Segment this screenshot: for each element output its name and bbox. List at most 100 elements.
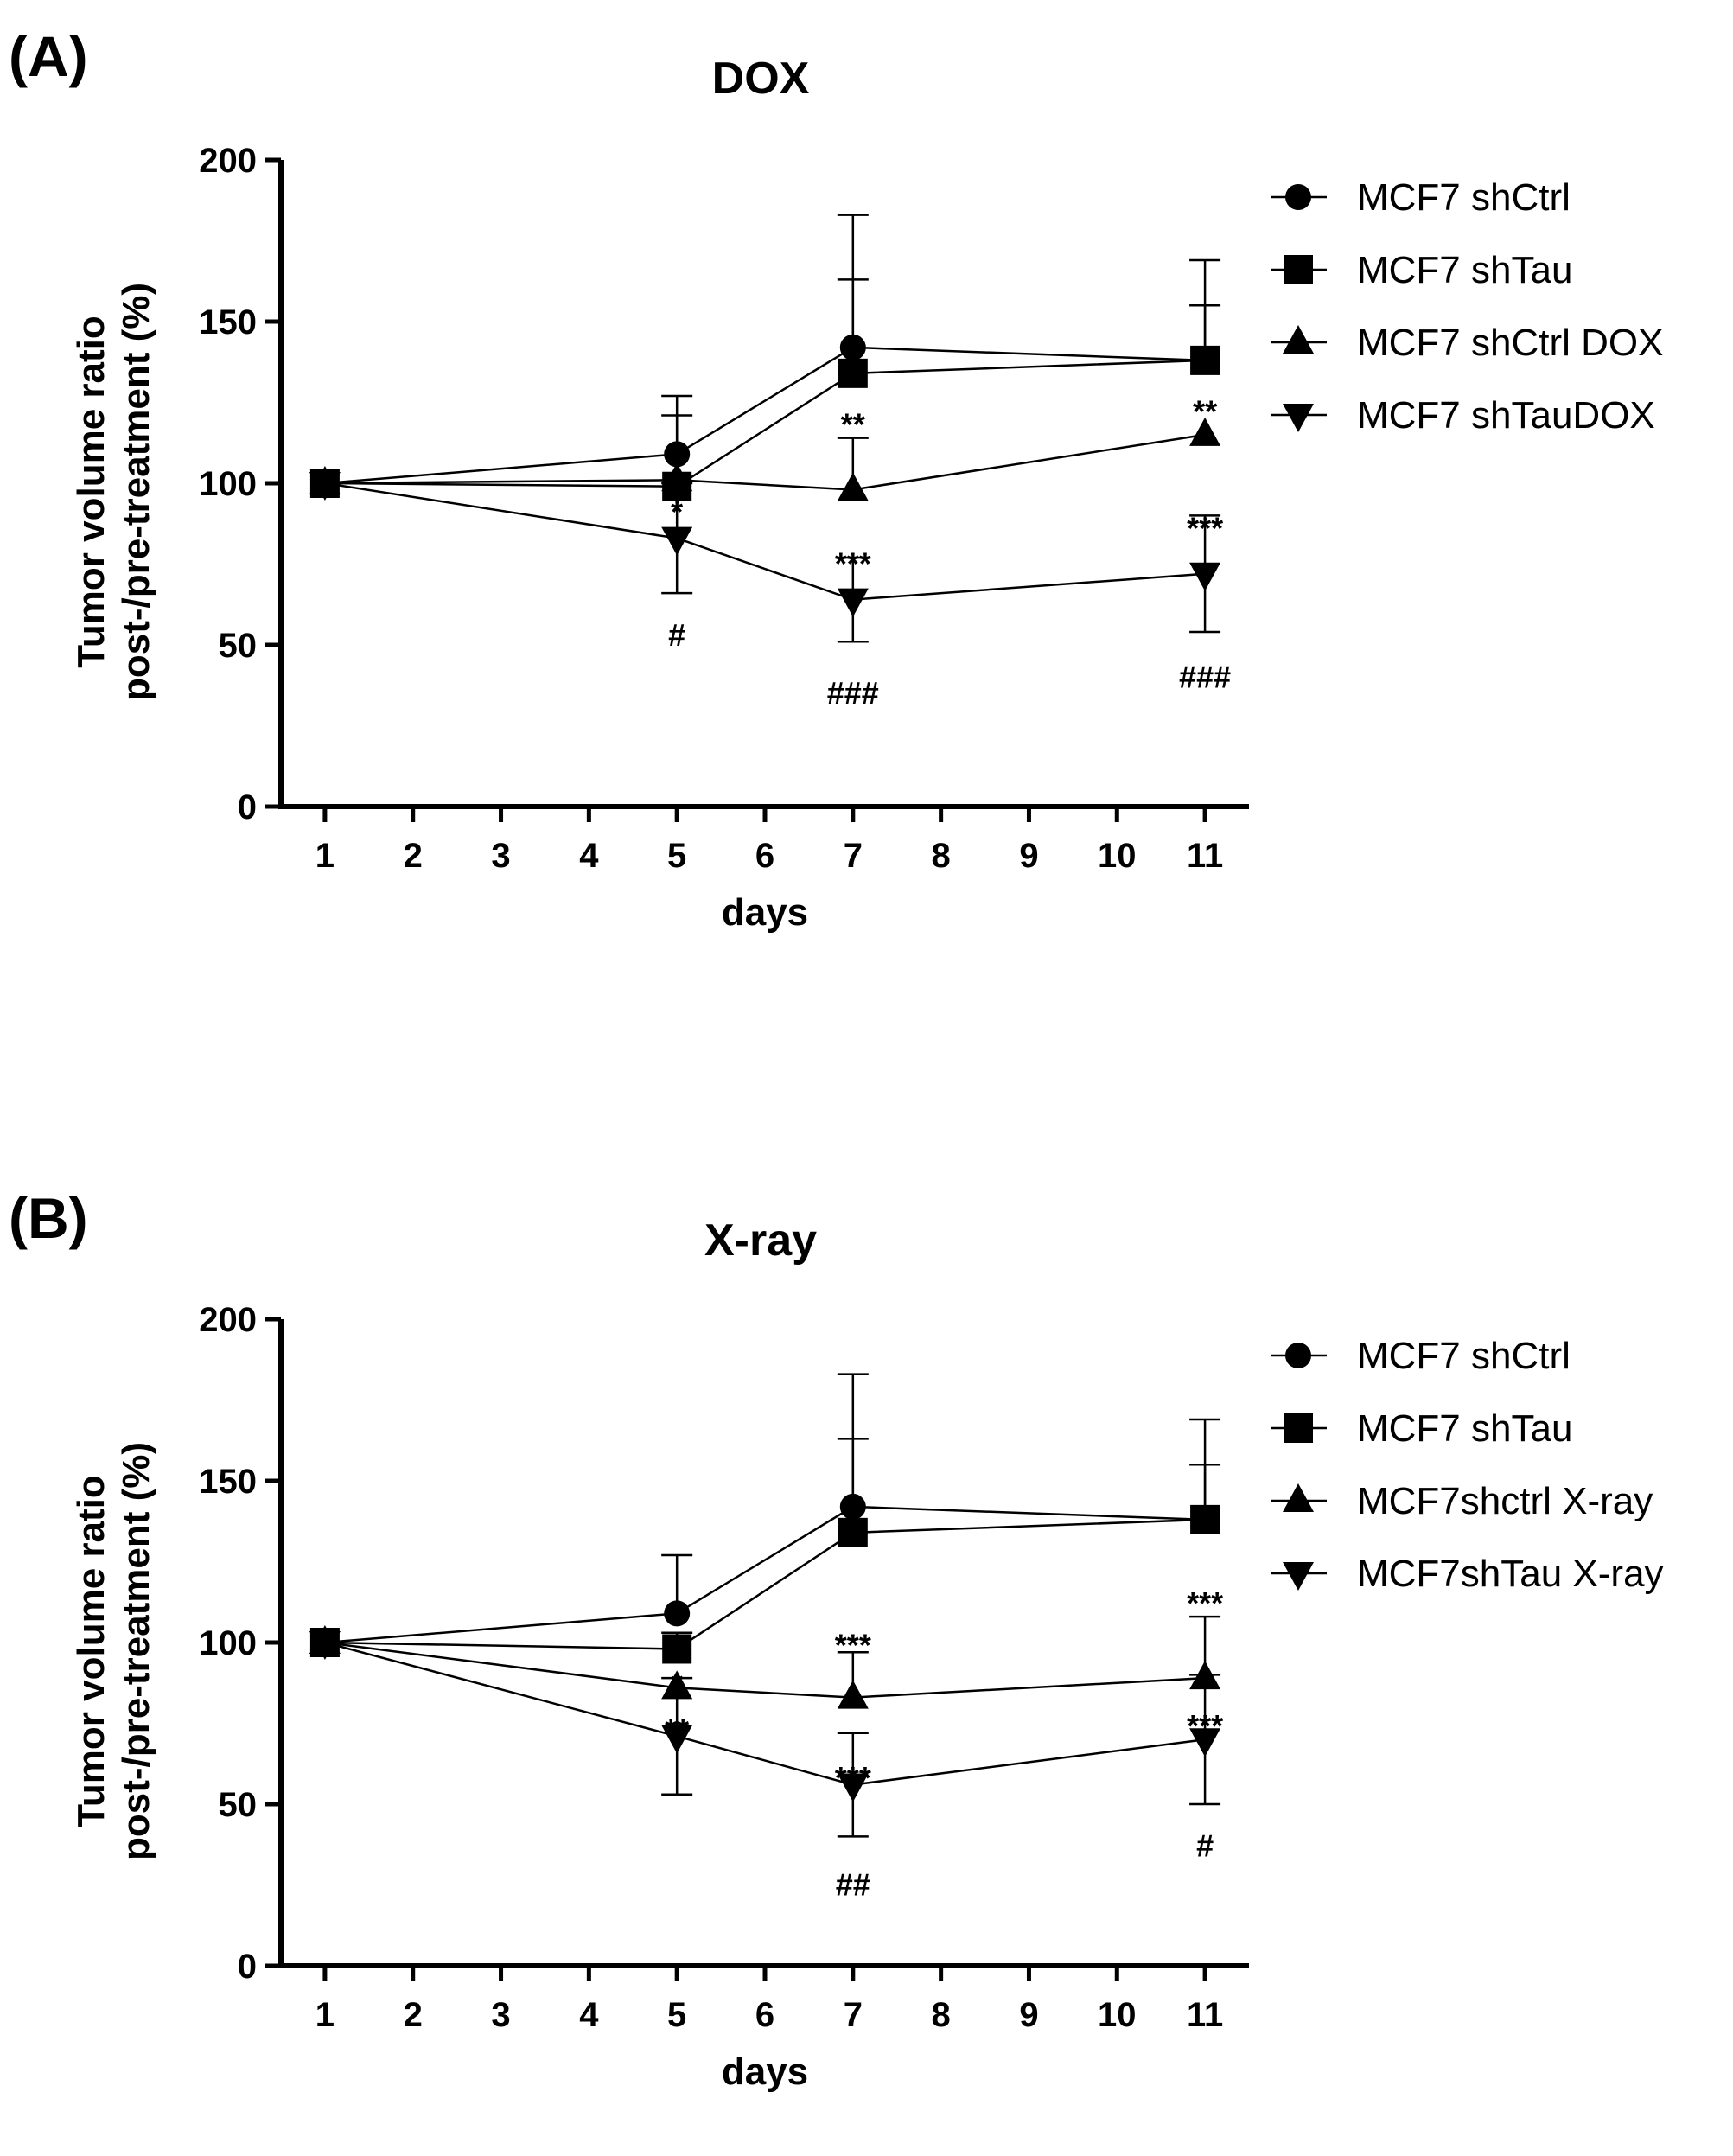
x-tick-label: 4 [579, 837, 599, 875]
data-point-2 [1189, 1661, 1221, 1690]
series-line-0 [324, 1505, 1206, 1644]
series-line-3 [324, 1641, 1206, 1786]
x-tick-label: 6 [755, 1996, 774, 2034]
legend-marker-1 [1284, 255, 1313, 284]
y-tick-label: 0 [238, 788, 257, 826]
significance-annotation: ### [827, 675, 879, 711]
data-point-0 [839, 334, 866, 360]
data-point-2 [1189, 417, 1221, 446]
significance-annotation: *** [1187, 510, 1223, 545]
y-tick-label: 50 [219, 627, 258, 665]
significance-annotation: # [668, 617, 685, 653]
panel-label: (B) [9, 1186, 88, 1250]
data-point-3 [661, 526, 693, 556]
series-line-1 [324, 1518, 1206, 1650]
x-tick-label: 3 [491, 837, 510, 875]
y-axis-label-line1: Tumor volume ratio [70, 1475, 112, 1827]
legend-label: MCF7shctrl X-ray [1357, 1480, 1653, 1522]
y-tick-label: 100 [199, 1624, 257, 1662]
significance-annotation: ### [1179, 659, 1231, 694]
y-tick-label: 100 [199, 465, 257, 503]
data-point-3 [837, 1773, 869, 1802]
chart-panel-0: (A) DOX 0 50 100 150 200 1 2 3 4 5 6 7 8 9 10 11 days Tumor… [9, 24, 1663, 934]
legend-label: MCF7 shCtrl [1357, 176, 1571, 219]
data-point-1 [662, 1634, 692, 1664]
y-tick-label: 150 [199, 303, 257, 341]
x-tick-label: 5 [667, 837, 686, 875]
panel-label: (A) [9, 24, 88, 88]
series-line-3 [324, 482, 1206, 601]
significance-annotation: *** [835, 1760, 871, 1796]
data-point-0 [664, 441, 691, 468]
y-tick-label: 0 [238, 1948, 257, 1986]
significance-annotation: ** [841, 407, 865, 443]
data-point-2 [661, 462, 693, 492]
x-tick-label: 9 [1019, 1996, 1038, 2034]
significance-annotation: *** [835, 1628, 871, 1663]
significance-annotation: *** [1187, 1708, 1223, 1744]
data-point-2 [837, 1680, 869, 1709]
y-tick-label: 200 [199, 142, 257, 180]
x-tick-label: 7 [844, 837, 863, 875]
x-tick-label: 11 [1187, 1996, 1223, 2034]
data-point-3 [1189, 1728, 1221, 1757]
data-point-3 [309, 472, 341, 501]
legend-label: MCF7 shCtrl [1357, 1335, 1571, 1377]
data-point-3 [309, 1631, 341, 1660]
x-tick-label: 8 [932, 837, 951, 875]
legend-marker-3 [1283, 1562, 1314, 1591]
significance-annotation: ** [665, 1712, 689, 1747]
legend-label: MCF7 shTau [1357, 1407, 1572, 1450]
significance-annotation: # [1196, 1828, 1214, 1864]
legend-marker-0 [1285, 1343, 1311, 1368]
data-point-1 [1190, 345, 1220, 375]
legend-label: MCF7 shCtrl DOX [1357, 322, 1663, 364]
significance-annotation: *** [1187, 1585, 1223, 1621]
data-point-1 [838, 358, 868, 388]
significance-annotation: ## [836, 1867, 870, 1903]
legend-marker-3 [1283, 404, 1314, 432]
legend-marker-2 [1283, 325, 1314, 354]
y-tick-label: 50 [219, 1786, 258, 1824]
data-point-3 [661, 1725, 693, 1754]
x-tick-label: 4 [579, 1996, 599, 2034]
legend-label: MCF7 shTauDOX [1357, 394, 1655, 437]
data-point-3 [837, 588, 869, 617]
chart-title: X-ray [704, 1215, 817, 1266]
x-axis-label: days [722, 891, 808, 934]
x-tick-label: 9 [1019, 837, 1038, 875]
legend-marker-2 [1283, 1483, 1314, 1512]
y-axis-label-line1: Tumor volume ratio [70, 316, 112, 667]
x-tick-label: 5 [667, 1996, 686, 2034]
x-tick-label: 1 [315, 1996, 334, 2034]
data-point-0 [839, 1493, 866, 1520]
legend-label: MCF7 shTau [1357, 249, 1572, 291]
series-line-1 [324, 359, 1206, 488]
significance-annotation: * [671, 494, 683, 530]
data-point-2 [837, 472, 869, 501]
legend-marker-0 [1285, 184, 1311, 210]
significance-annotation: ** [1193, 394, 1217, 430]
x-tick-label: 8 [932, 1996, 951, 2034]
x-tick-label: 10 [1098, 837, 1137, 875]
data-point-0 [664, 1600, 691, 1627]
x-tick-label: 2 [404, 837, 423, 875]
series-line-0 [324, 346, 1206, 485]
data-point-1 [838, 1517, 868, 1547]
x-tick-label: 2 [404, 1996, 423, 2034]
x-tick-label: 6 [755, 837, 774, 875]
y-tick-label: 150 [199, 1463, 257, 1501]
chart-title: DOX [712, 54, 810, 104]
y-axis-label-line2: post-/pre-treatment (%) [115, 283, 157, 701]
series-line-2 [324, 1641, 1206, 1699]
data-point-3 [1189, 562, 1221, 591]
x-tick-label: 10 [1098, 1996, 1137, 2034]
x-axis-label: days [722, 2051, 808, 2093]
significance-annotation: *** [835, 546, 871, 582]
legend-label: MCF7shTau X-ray [1357, 1553, 1664, 1595]
x-tick-label: 3 [491, 1996, 510, 2034]
significance-annotation: * [671, 1667, 683, 1702]
y-tick-label: 200 [199, 1301, 257, 1339]
